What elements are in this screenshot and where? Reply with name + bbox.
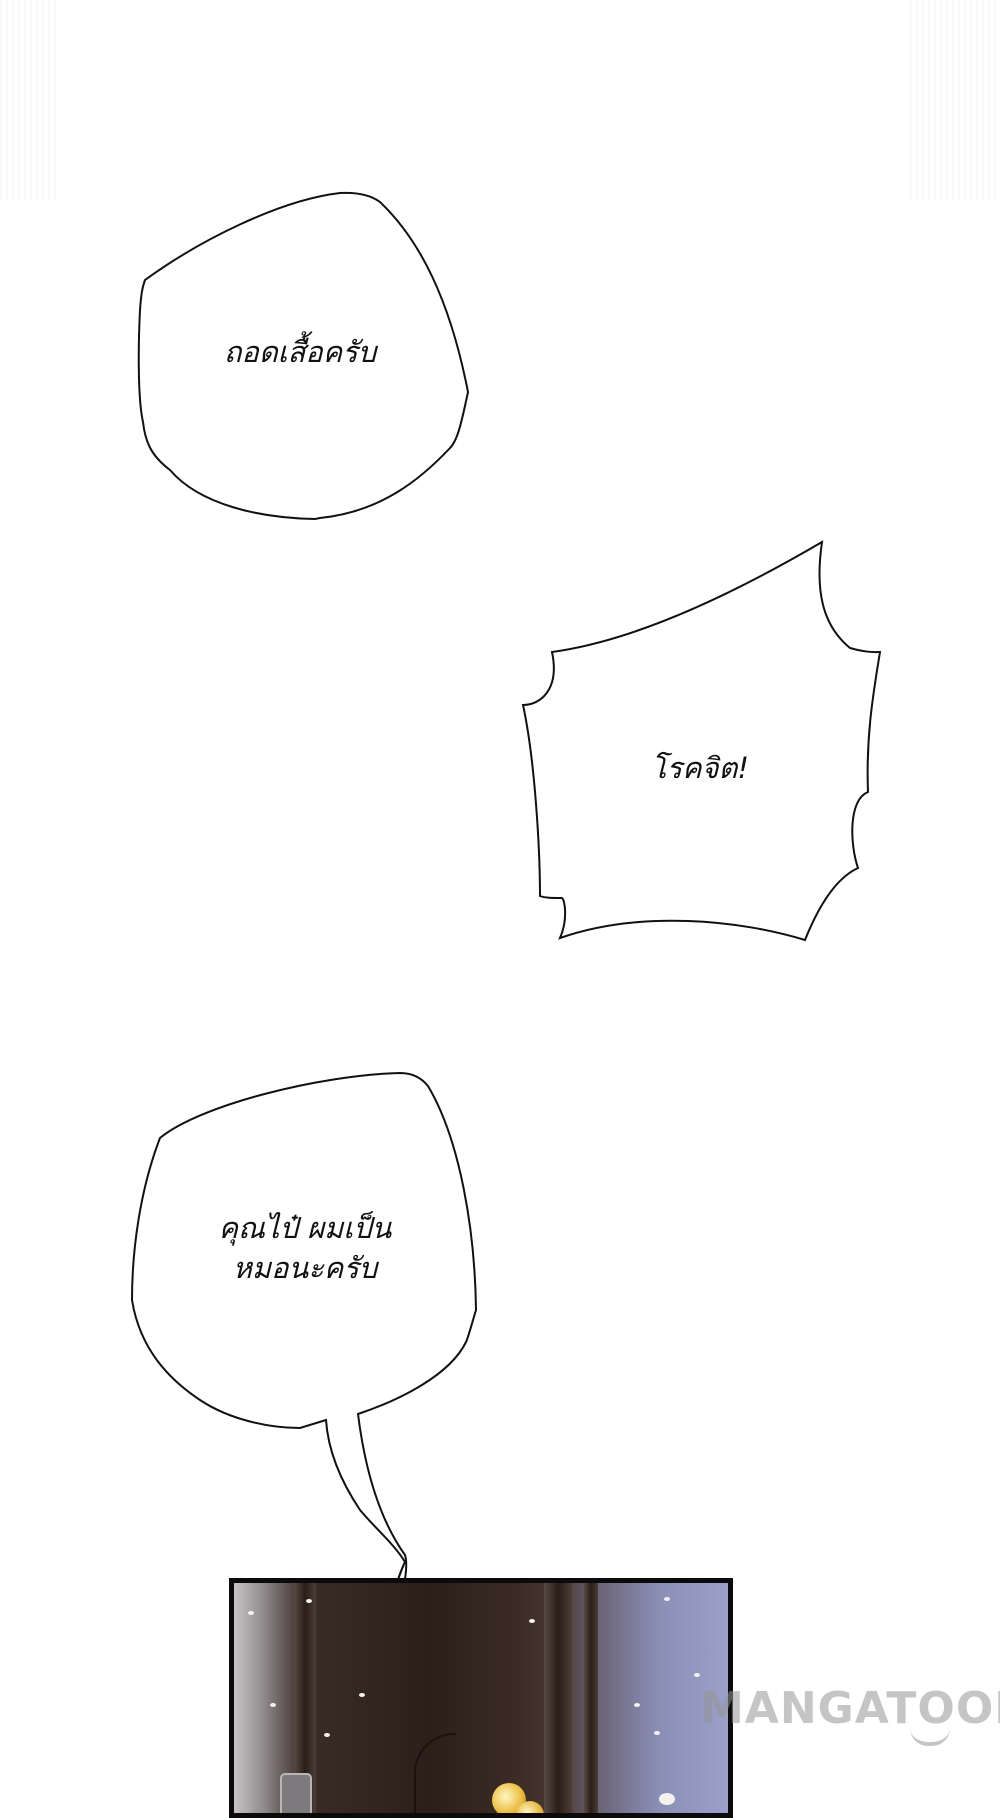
speech-bubble-2 bbox=[521, 540, 882, 942]
sparkle bbox=[324, 1733, 330, 1737]
bubble-1-text: ถอดเสื้อครับ bbox=[223, 335, 377, 369]
sparkle bbox=[529, 1619, 535, 1623]
bell-ornament bbox=[516, 1801, 544, 1813]
bubble-2-text: โรคจิต! bbox=[650, 751, 749, 785]
bubble-3-text: คุณไป๋ ผมเป็น หมอนะครับ bbox=[130, 1208, 480, 1288]
top-right-texture bbox=[910, 0, 1000, 200]
bubble-3-line-2: หมอนะครับ bbox=[232, 1251, 378, 1285]
hair-curl bbox=[414, 1733, 456, 1813]
sparkle bbox=[654, 1731, 660, 1735]
door-frame-right bbox=[544, 1583, 572, 1813]
sparkle bbox=[634, 1703, 640, 1707]
door-frame-left bbox=[294, 1583, 316, 1813]
speech-bubble-1 bbox=[137, 191, 470, 521]
sparkle bbox=[694, 1673, 700, 1677]
comic-panel-doorway bbox=[229, 1578, 733, 1818]
watermark-smile-icon bbox=[910, 1728, 950, 1746]
sparkle bbox=[306, 1599, 312, 1603]
sparkle bbox=[248, 1611, 254, 1615]
sparkle bbox=[659, 1793, 675, 1805]
door-frame-edge bbox=[584, 1583, 598, 1813]
sparkle bbox=[664, 1597, 670, 1601]
watermark-logo: MANGATOON bbox=[700, 1683, 1000, 1734]
sparkle bbox=[359, 1693, 365, 1697]
top-left-texture bbox=[0, 0, 60, 200]
sparkle bbox=[270, 1703, 276, 1707]
bubble-3-line-1: คุณไป๋ ผมเป็น bbox=[218, 1211, 392, 1245]
door-handle bbox=[280, 1773, 312, 1813]
